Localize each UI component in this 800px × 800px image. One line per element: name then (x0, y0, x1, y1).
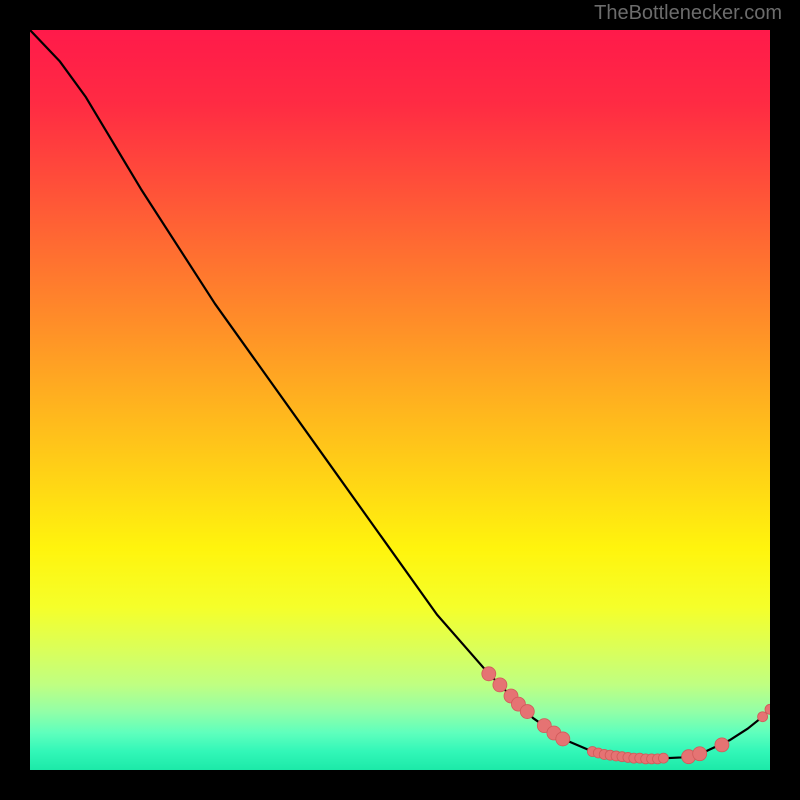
data-marker (758, 712, 768, 722)
bottleneck-chart (30, 30, 770, 770)
data-marker (658, 753, 668, 763)
data-marker (493, 678, 507, 692)
data-marker (693, 747, 707, 761)
chart-container (30, 30, 770, 770)
data-marker (556, 732, 570, 746)
attribution-text: TheBottlenecker.com (594, 2, 782, 25)
data-marker (715, 738, 729, 752)
data-marker (482, 667, 496, 681)
data-marker (520, 705, 534, 719)
chart-background (30, 30, 770, 770)
